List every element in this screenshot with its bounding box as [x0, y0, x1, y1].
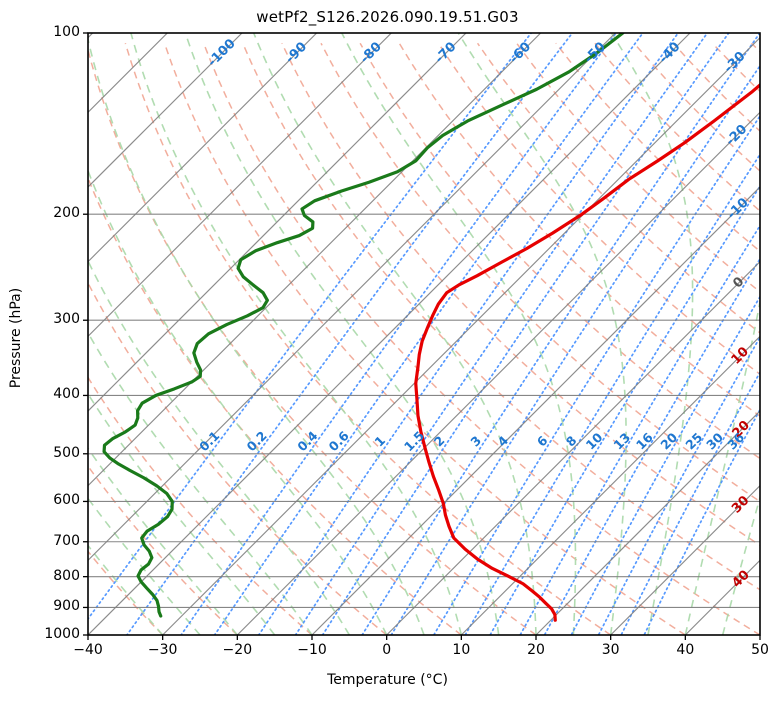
y-axis-tick: 200: [53, 205, 80, 222]
x-axis-tick: 10: [452, 642, 471, 658]
y-axis-tick: 100: [53, 24, 80, 40]
x-axis-tick: 0: [382, 642, 392, 658]
plot-border: [87, 32, 761, 636]
mixing-ratio-lines: [88, 33, 760, 635]
isobar-gridlines: [88, 33, 760, 635]
y-axis-tick: 400: [53, 386, 80, 403]
dry-adiabat-lines: [88, 42, 760, 635]
y-axis-tick: 600: [53, 492, 80, 509]
y-axis-tick-container: 100 200 300 400 500 600 700 800 900 1000: [22, 0, 80, 708]
x-axis-tick: −20: [222, 642, 253, 658]
x-axis-label: Temperature (°C): [327, 672, 448, 688]
x-axis-tick: 40: [676, 642, 695, 658]
isotherm-lines: [88, 33, 760, 635]
y-axis-tick: 900: [53, 598, 80, 615]
x-axis-tick: −40: [73, 642, 103, 658]
y-axis-tick: 1000: [44, 626, 80, 642]
x-axis-tick: −10: [297, 642, 327, 658]
x-axis-tick: 20: [527, 642, 545, 658]
x-axis-tick: −30: [147, 642, 178, 658]
x-axis-tick: 50: [751, 642, 769, 658]
y-axis-tick: 700: [53, 532, 80, 549]
axis-tick-marks: [83, 32, 761, 640]
x-axis-tick: 30: [601, 642, 620, 658]
sounding-curves: [102, 33, 760, 622]
y-axis-tick: 300: [53, 311, 80, 328]
y-axis-tick: 500: [53, 444, 80, 461]
y-axis-tick: 800: [53, 567, 80, 584]
page-title: wetPf2_S126.2026.090.19.51.G03: [256, 8, 519, 26]
